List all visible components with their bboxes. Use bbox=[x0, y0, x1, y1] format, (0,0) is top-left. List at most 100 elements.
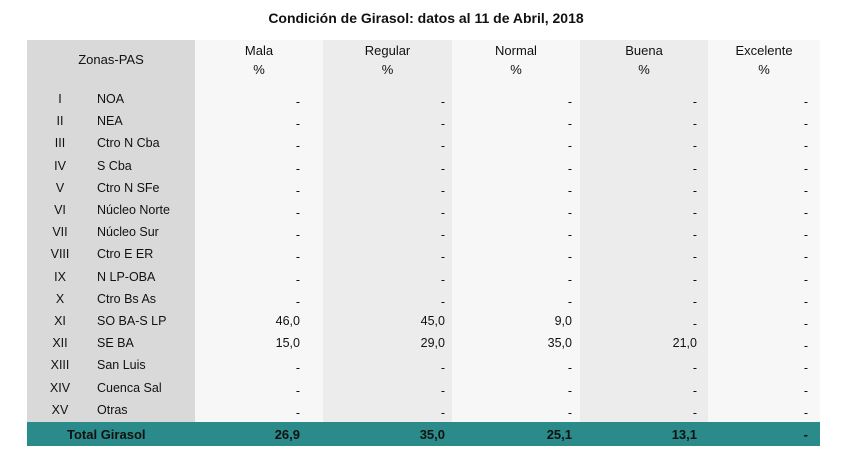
zone-name: SE BA bbox=[97, 336, 134, 351]
total-value: - bbox=[803, 427, 808, 442]
column-bg bbox=[580, 40, 708, 422]
cell-value: - bbox=[567, 383, 572, 398]
cell-value: - bbox=[295, 117, 300, 132]
column-bg bbox=[708, 40, 820, 422]
total-value: 13,1 bbox=[671, 427, 697, 442]
cell-value: - bbox=[295, 95, 300, 109]
cell-value: - bbox=[803, 139, 808, 154]
cell-value: 46,0 bbox=[275, 314, 300, 328]
total-label: Total Girasol bbox=[67, 427, 146, 442]
cell-value: - bbox=[295, 161, 300, 176]
zone-name: Ctro Bs As bbox=[97, 291, 157, 306]
zone-name: Ctro N Cba bbox=[97, 136, 160, 151]
cell-value: - bbox=[803, 95, 808, 109]
column-unit: % bbox=[381, 62, 394, 77]
column-bg bbox=[195, 40, 323, 422]
zone-number: XV bbox=[51, 402, 69, 417]
cell-value: - bbox=[567, 250, 572, 265]
cell-value: - bbox=[803, 339, 808, 354]
cell-value: - bbox=[803, 228, 808, 243]
zone-name: Núcleo Sur bbox=[97, 225, 159, 240]
zone-name: NEA bbox=[97, 114, 123, 129]
cell-value: - bbox=[692, 361, 697, 376]
cell-value: 9,0 bbox=[554, 314, 572, 328]
zone-number: III bbox=[54, 136, 66, 151]
zone-number: XI bbox=[54, 314, 66, 328]
cell-value: - bbox=[692, 294, 697, 309]
cell-value: - bbox=[567, 228, 572, 243]
cell-value: - bbox=[803, 405, 808, 420]
cell-value: - bbox=[692, 317, 697, 331]
cell-value: - bbox=[567, 95, 572, 109]
cell-value: - bbox=[803, 206, 808, 220]
cell-value: - bbox=[440, 294, 445, 309]
cell-value: - bbox=[567, 161, 572, 176]
cell-value: - bbox=[440, 250, 445, 265]
zone-number: VIII bbox=[50, 247, 70, 262]
cell-value: - bbox=[692, 250, 697, 265]
cell-value: 15,0 bbox=[275, 336, 300, 351]
zone-name: N LP-OBA bbox=[97, 269, 156, 284]
cell-value: - bbox=[803, 294, 808, 309]
zone-name: Otras bbox=[97, 402, 128, 417]
zone-name: S Cba bbox=[97, 158, 132, 173]
cell-value: - bbox=[692, 183, 697, 198]
cell-value: - bbox=[440, 95, 445, 109]
cell-value: - bbox=[295, 183, 300, 198]
column-header: Excelente bbox=[735, 43, 793, 58]
cell-value: - bbox=[803, 317, 808, 331]
cell-value: - bbox=[295, 405, 300, 420]
column-bg bbox=[452, 40, 580, 422]
zone-name: Cuenca Sal bbox=[97, 380, 162, 395]
zone-number: XIV bbox=[49, 380, 71, 395]
cell-value: - bbox=[295, 139, 300, 154]
cell-value: - bbox=[295, 294, 300, 309]
cell-value: - bbox=[692, 206, 697, 220]
cell-value: - bbox=[803, 250, 808, 265]
column-unit: % bbox=[510, 62, 522, 77]
title: Condición de Girasol: datos al 11 de Abr… bbox=[268, 10, 584, 26]
zone-name: Ctro E ER bbox=[97, 247, 154, 262]
zone-number: II bbox=[56, 114, 64, 129]
zone-name: NOA bbox=[97, 92, 125, 106]
zone-number: IX bbox=[54, 269, 66, 284]
cell-value: - bbox=[295, 272, 300, 287]
zone-header: Zonas-PAS bbox=[78, 52, 144, 67]
cell-value: 45,0 bbox=[420, 314, 445, 328]
cell-value: - bbox=[692, 95, 697, 109]
cell-value: - bbox=[440, 405, 445, 420]
total-value: 25,1 bbox=[546, 427, 572, 442]
cell-value: - bbox=[692, 139, 697, 154]
cell-value: - bbox=[803, 117, 808, 132]
cell-value: - bbox=[803, 383, 808, 398]
cell-value: - bbox=[803, 361, 808, 376]
cell-value: - bbox=[440, 161, 445, 176]
cell-value: 35,0 bbox=[547, 336, 572, 351]
cell-value: - bbox=[440, 117, 445, 132]
cell-value: - bbox=[803, 161, 808, 176]
cell-value: - bbox=[440, 272, 445, 287]
cell-value: - bbox=[567, 183, 572, 198]
cell-value: - bbox=[692, 228, 697, 243]
zone-number: IV bbox=[54, 158, 66, 173]
cell-value: 29,0 bbox=[420, 336, 445, 351]
cell-value: - bbox=[567, 272, 572, 287]
total-value: 35,0 bbox=[419, 427, 445, 442]
zone-name: SO BA-S LP bbox=[97, 314, 167, 328]
cell-value: - bbox=[692, 405, 697, 420]
cell-value: - bbox=[295, 228, 300, 243]
cell-value: - bbox=[803, 183, 808, 198]
cell-value: - bbox=[295, 383, 300, 398]
cell-value: - bbox=[692, 272, 697, 287]
cell-value: 21,0 bbox=[672, 336, 697, 351]
cell-value: - bbox=[440, 228, 445, 243]
cell-value: - bbox=[567, 206, 572, 220]
column-header: Mala bbox=[244, 43, 274, 58]
zone-number: VI bbox=[54, 203, 66, 217]
zone-name: Núcleo Norte bbox=[97, 203, 170, 217]
cell-value: - bbox=[692, 161, 697, 176]
cell-value: - bbox=[567, 405, 572, 420]
zone-number: VII bbox=[52, 225, 68, 240]
cell-value: - bbox=[567, 117, 572, 132]
